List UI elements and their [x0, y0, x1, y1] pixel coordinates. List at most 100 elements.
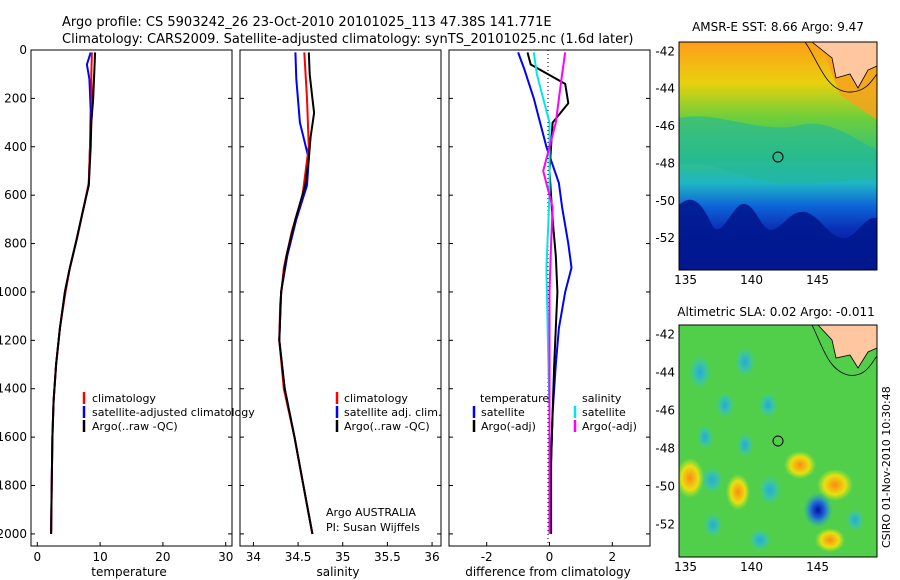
- legend-label-argo: Argo(..raw -QC): [92, 420, 178, 433]
- legend-label-argo: Argo(..raw -QC): [344, 420, 430, 433]
- sla-cold-eddy: [845, 508, 865, 532]
- legend-label-climatology: climatology: [344, 392, 408, 405]
- sla-coastline-contour: [811, 325, 877, 376]
- sla-eddy: [703, 512, 723, 538]
- sla-x-tick-label: 135: [674, 560, 697, 574]
- depth-tick-label: 200: [4, 91, 27, 105]
- salinity-axis-label: salinity: [316, 565, 359, 579]
- salinity-x-tick-label: 35: [335, 550, 350, 564]
- sla-y-tick-label: -44: [655, 366, 675, 380]
- sst-y-tick-label: -50: [655, 194, 675, 208]
- depth-tick-label: 1200: [0, 333, 27, 347]
- sla-x-tick-label: 140: [740, 560, 763, 574]
- temperature-x-tick-label: 30: [218, 550, 233, 564]
- salinity-legend: climatology satellite adj. clim. Argo(..…: [335, 392, 441, 433]
- sla-eddy: [715, 391, 735, 419]
- temperature-x-tick-label: 20: [155, 550, 170, 564]
- salinity-x-tick-label: 34.5: [285, 550, 312, 564]
- salinity-series-climatology: [278, 52, 314, 535]
- temperature-axes: [30, 49, 233, 547]
- temperature-series-argo-raw-qc-: [50, 52, 97, 534]
- sst-coastline-contour: [804, 42, 877, 93]
- sst-x-tick-label: 140: [740, 273, 763, 287]
- depth-tick-label: 1800: [0, 479, 27, 493]
- sla-warm-eddy: [784, 451, 816, 479]
- difference-legend: temperature salinity satellite Argo(-adj…: [472, 392, 637, 433]
- salinity-x-tick-label: 36: [424, 550, 439, 564]
- sla-y-tick-label: -42: [655, 328, 675, 342]
- depth-tick-label: 600: [4, 188, 27, 202]
- difference-x-tick-label: -2: [481, 550, 493, 564]
- sst-mid-band: [679, 116, 877, 185]
- sst-map-title: AMSR-E SST: 8.66 Argo: 9.47: [692, 20, 864, 34]
- sla-eddy: [736, 432, 754, 458]
- depth-tick-label: 1000: [0, 285, 27, 299]
- depth-tick-label: 2000: [0, 527, 27, 541]
- salinity-x-tick-label: 34: [246, 550, 261, 564]
- sla-eddy: [758, 391, 778, 419]
- sst-y-tick-label: -48: [655, 156, 675, 170]
- sla-warm-eddy: [679, 458, 704, 498]
- difference-series-temperature-argo-adj-: [526, 52, 570, 534]
- sla-y-tick-label: -46: [655, 404, 675, 418]
- sla-warm-eddy: [726, 474, 750, 510]
- csiro-timestamp: CSIRO 01-Nov-2010 10:30:48: [880, 386, 893, 548]
- temperature-legend: climatology satellite-adjusted climatolo…: [82, 392, 255, 433]
- sst-heatmap: [679, 42, 877, 270]
- legend-label-satellite: satellite-adjusted climatology: [92, 406, 255, 419]
- sla-y-tick-label: -50: [655, 480, 675, 494]
- title-line-1: Argo profile: CS 5903242_26 23-Oct-2010 …: [62, 15, 552, 30]
- difference-series-salinity-argo-adj-: [542, 52, 567, 534]
- sst-cold-front: [679, 199, 877, 270]
- salinity-series-argo-raw-qc-: [278, 52, 316, 535]
- legend-header-temperature: temperature: [480, 392, 549, 405]
- sla-eddy: [758, 474, 782, 506]
- sst-y-tick-label: -52: [655, 231, 675, 245]
- sla-eddy: [748, 528, 772, 552]
- sla-landmass: [817, 325, 877, 369]
- sla-warm-eddy: [815, 528, 845, 552]
- salinity-x-tick-label: 35.5: [374, 550, 401, 564]
- sla-cold-eddy: [803, 492, 833, 528]
- sla-warm-eddy: [817, 469, 853, 501]
- depth-tick-label: 1400: [0, 382, 27, 396]
- legend-header-salinity: salinity: [582, 392, 622, 405]
- legend-label-temp-satellite: satellite: [481, 406, 525, 419]
- sst-y-tick-label: -44: [655, 82, 675, 96]
- temperature-x-tick-label: 10: [92, 550, 107, 564]
- sst-argo-marker: [772, 151, 784, 163]
- temperature-series-climatology: [50, 52, 93, 534]
- salinity-axes: [239, 49, 442, 547]
- sla-x-tick-label: 145: [806, 560, 829, 574]
- sst-x-tick-label: 145: [806, 273, 829, 287]
- difference-axis-label: difference from climatology: [465, 565, 631, 579]
- depth-tick-label: 1600: [0, 430, 27, 444]
- sla-eddy: [734, 346, 756, 378]
- sla-y-tick-label: -48: [655, 442, 675, 456]
- title-line-2: Climatology: CARS2009. Satellite-adjuste…: [62, 32, 634, 47]
- sla-eddy: [700, 466, 724, 494]
- depth-tick-label: 400: [4, 140, 27, 154]
- pi-annotation: PI: Susan Wijffels: [326, 521, 420, 534]
- sst-map-frame: [678, 41, 878, 271]
- legend-label-satellite: satellite adj. clim.: [344, 406, 441, 419]
- legend-label-climatology: climatology: [92, 392, 156, 405]
- sla-map-title: Altimetric SLA: 0.02 Argo: -0.011: [677, 305, 874, 319]
- temperature-axis-label: temperature: [91, 565, 166, 579]
- sla-map-frame: [678, 324, 878, 558]
- legend-label-temp-argo: Argo(-adj): [481, 420, 536, 433]
- sla-heatmap: [679, 325, 877, 557]
- sst-y-tick-label: -46: [655, 119, 675, 133]
- sst-landmass: [811, 42, 877, 89]
- legend-label-sal-satellite: satellite: [582, 406, 626, 419]
- difference-series-temperature-satellite: [517, 52, 573, 534]
- sla-y-tick-label: -52: [655, 518, 675, 532]
- float-owner-annotation: Argo AUSTRALIA: [326, 506, 416, 519]
- difference-x-tick-label: 0: [546, 550, 554, 564]
- depth-tick-label: 0: [19, 43, 27, 57]
- temperature-x-tick-label: 0: [33, 550, 41, 564]
- temperature-series-satellite-adjusted-climatology: [50, 52, 92, 534]
- legend-label-sal-argo: Argo(-adj): [582, 420, 637, 433]
- sst-warm-tongue: [679, 42, 877, 120]
